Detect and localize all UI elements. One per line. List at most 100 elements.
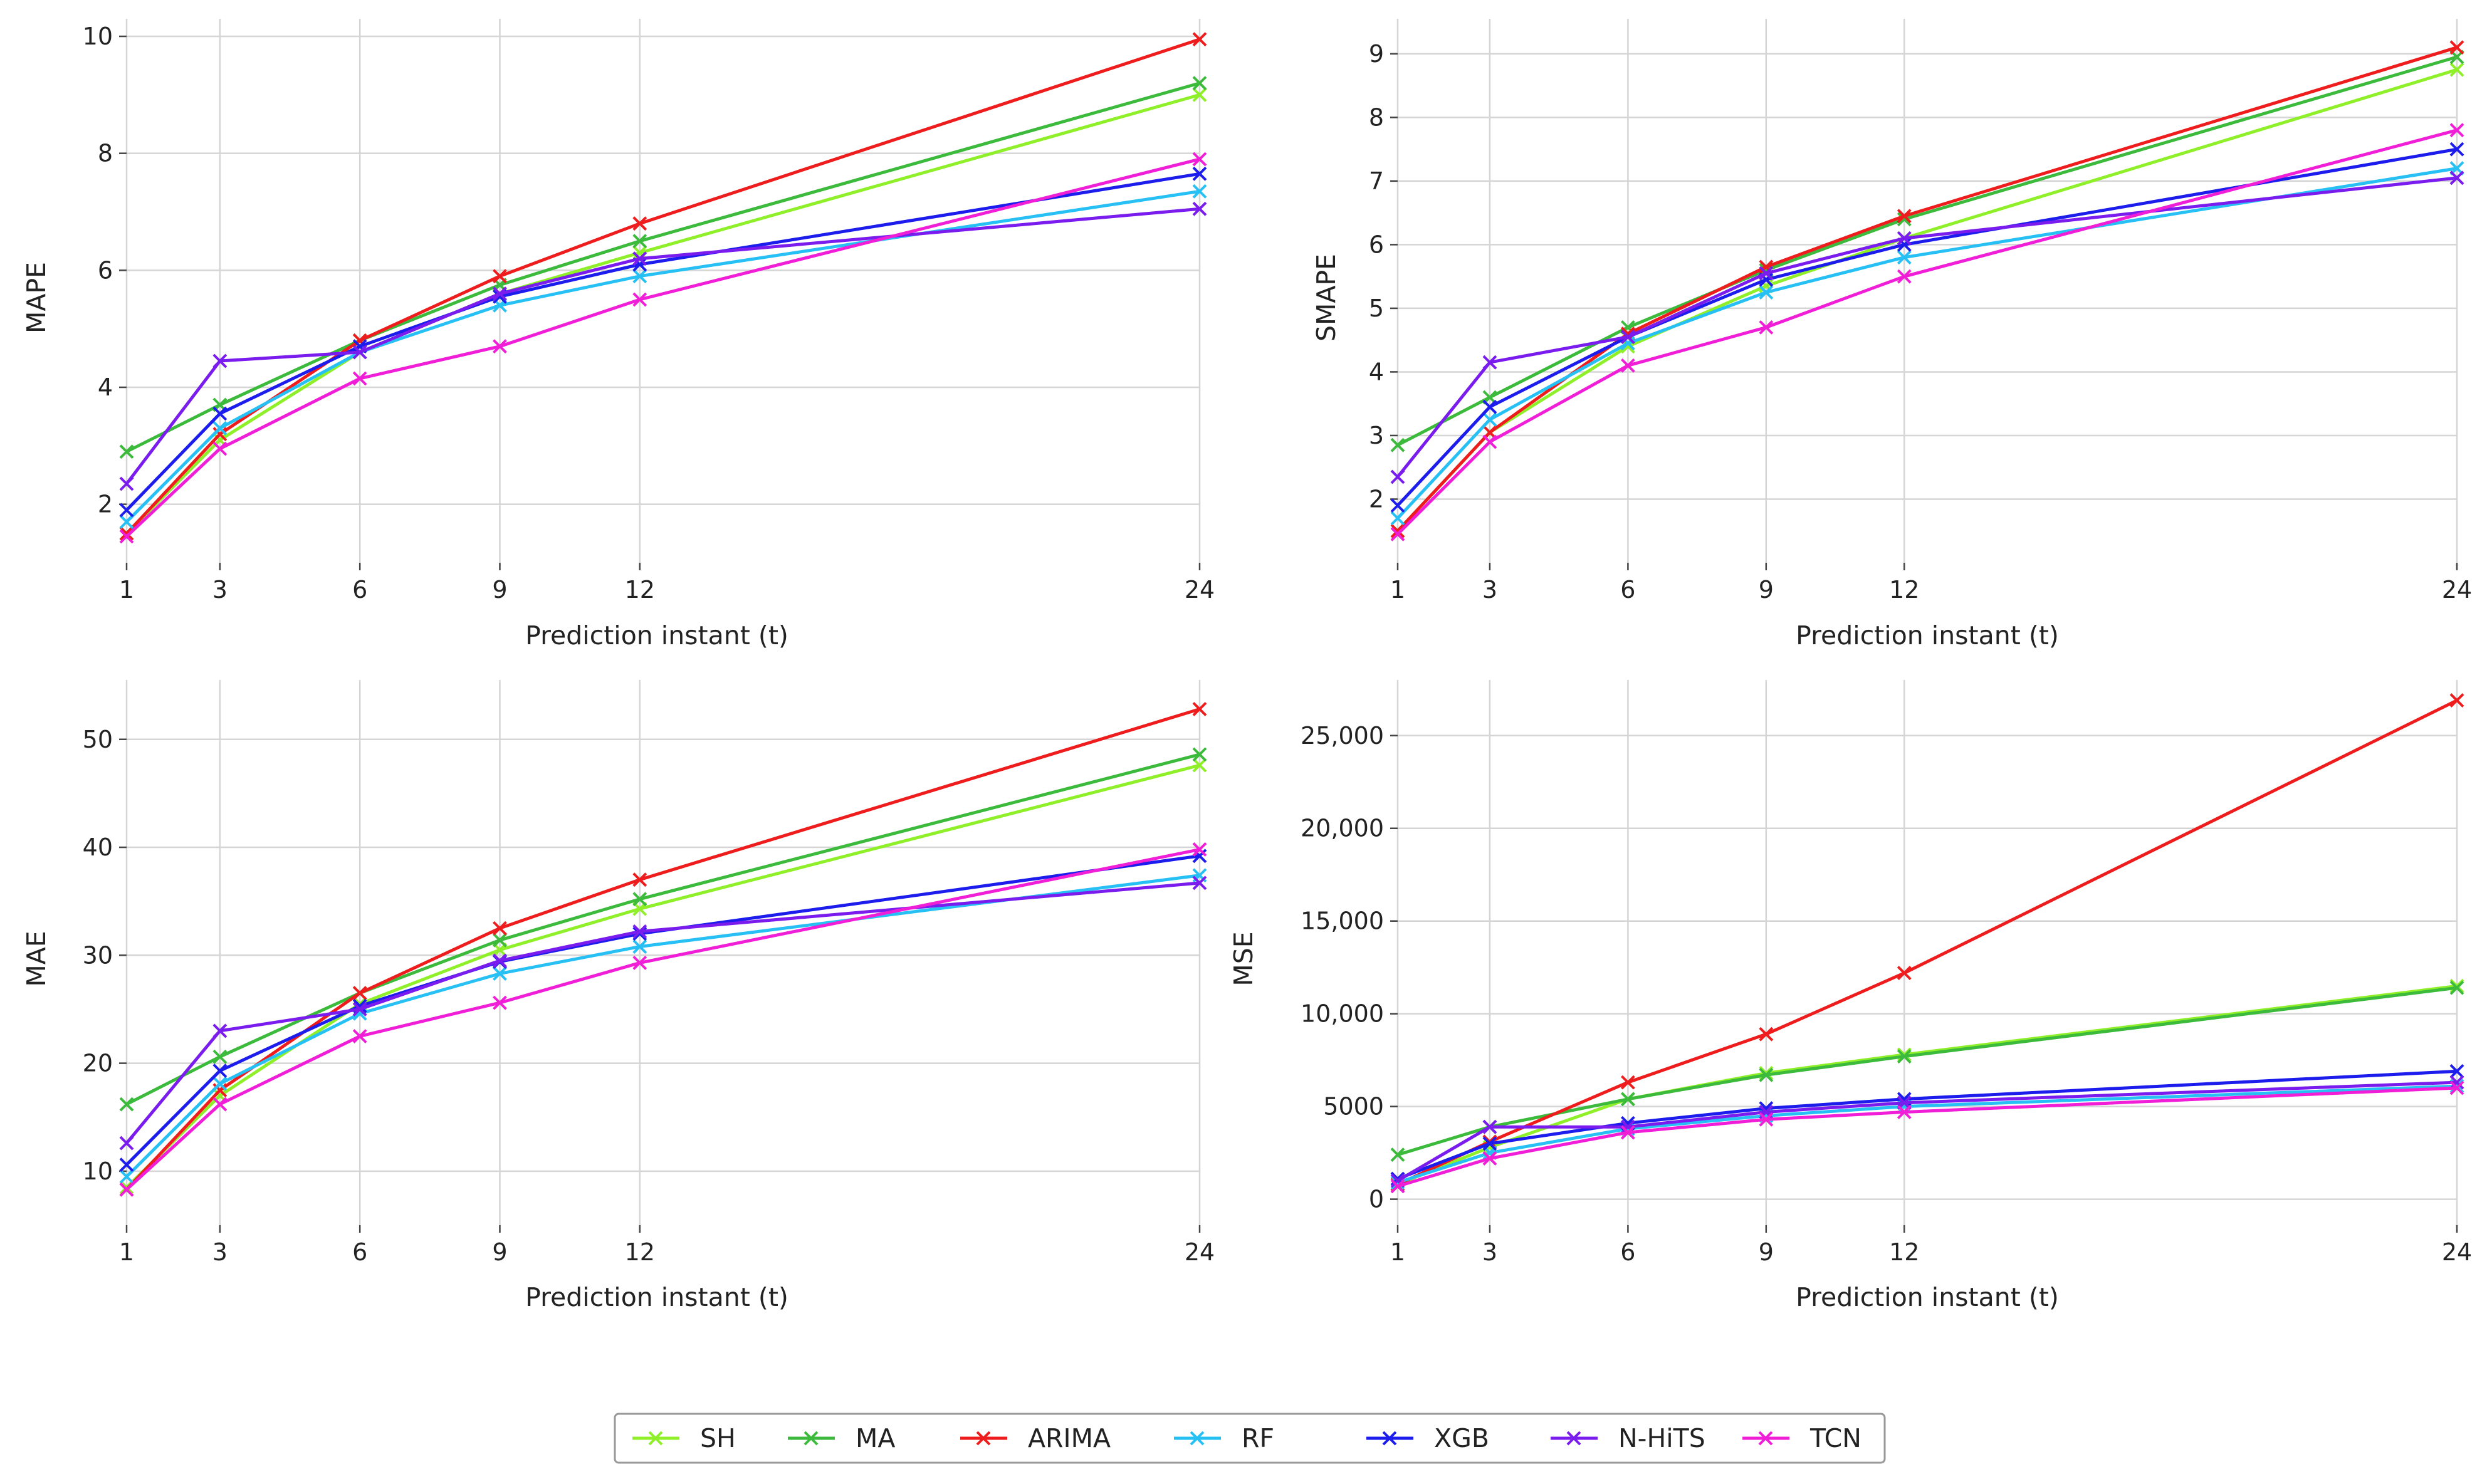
mape-point-rf-1 [119,515,134,530]
smape-point-rf-3 [1482,412,1497,427]
mape-xlabel: Prediction instant (t) [525,620,788,651]
mape-point-ma-1 [119,444,134,459]
mae-point-rf-12 [632,939,647,954]
legend: SH MA ARIMA RF XGB N-HiTS TCN [614,1413,1886,1464]
mape-line-n-hits [125,207,1200,485]
smape-xtick-3: 3 [1482,576,1497,604]
smape-ytick-6: 6 [1369,231,1384,258]
mse-ytick-0: 0 [1369,1186,1384,1213]
smape-point-arima-1 [1390,523,1405,538]
mape-xtick-1: 1 [119,576,134,604]
mse-point-sh-9 [1759,1065,1774,1080]
mse-point-tcn-6 [1620,1125,1635,1140]
mape-xtick-12: 12 [625,576,655,604]
mae-point-sh-24 [1192,758,1207,773]
mae-point-n-hits-12 [632,924,647,939]
mae-ytick-10: 10 [83,1157,113,1185]
legend-frame [614,1413,1886,1464]
mape-line-rf [125,189,1200,523]
smape-point-xgb-3 [1482,399,1497,414]
mse-point-tcn-1 [1390,1179,1405,1194]
mae-line-n-hits [125,881,1200,1144]
legend-marker-xgb [1382,1431,1397,1446]
smape-xtick-9: 9 [1759,576,1774,604]
mae-xlabel: Prediction instant (t) [525,1282,788,1312]
mape-series-arima [119,32,1207,541]
smape-series-rf [1390,161,2464,526]
smape-point-ma-1 [1390,437,1405,452]
mse-point-xgb-24 [2449,1063,2464,1079]
mae-point-rf-1 [119,1169,134,1184]
mae-point-arima-9 [493,921,507,936]
smape-ytick-5: 5 [1369,295,1384,322]
mae-ytick-20: 20 [83,1050,113,1077]
smape-point-tcn-1 [1390,526,1405,541]
mape-point-arima-9 [493,269,507,284]
mape-xtick-6: 6 [352,576,367,604]
legend-marker-rf [1190,1431,1205,1446]
mse-point-n-hits-3 [1482,1119,1497,1134]
mae-panel: MAE Prediction instant (t) 1 3 6 9 12 24 10 20 3… [21,680,1215,1312]
mae-line-sh [125,763,1200,1189]
mape-ylabel: MAPE [21,262,51,333]
legend-marker-ma [804,1431,819,1446]
mse-panel: MSE Prediction instant (t) 1 3 6 9 12 24 0 5000… [1228,680,2472,1312]
smape-point-tcn-24 [2449,123,2464,138]
mse-point-tcn-3 [1482,1151,1497,1166]
mae-ylabel: MAE [21,931,51,986]
mae-point-n-hits-1 [119,1136,134,1151]
mape-point-ma-12 [632,234,647,249]
mape-ytick-4: 4 [98,374,113,401]
mse-xtick-3: 3 [1482,1238,1497,1266]
mse-ytick-10000: 10,000 [1301,1000,1384,1028]
mse-ylabel: MSE [1228,931,1259,986]
mse-xtick-9: 9 [1759,1238,1774,1266]
mape-point-n-hits-12 [632,251,647,266]
mape-line-ma [125,81,1200,453]
legend-label-rf: RF [1242,1423,1274,1453]
mae-point-tcn-12 [632,955,647,970]
mae-point-xgb-3 [212,1063,228,1079]
mse-ytick-15000: 15,000 [1301,907,1384,935]
smape-point-n-hits-12 [1897,231,1912,246]
mape-point-n-hits-24 [1192,201,1207,216]
mae-point-ma-1 [119,1097,134,1112]
smape-point-tcn-9 [1759,320,1774,335]
mae-series-n-hits [119,875,1207,1151]
mape-point-xgb-3 [212,406,228,421]
mse-series-tcn [1390,1080,2464,1194]
smape-panel: SMAPE Prediction instant (t) 1 3 6 9 12 24 2 3 4… [1311,19,2472,651]
smape-point-n-hits-3 [1482,355,1497,370]
mape-series-n-hits [119,201,1207,491]
mae-xtick-9: 9 [492,1238,507,1266]
mse-point-arima-6 [1620,1075,1635,1090]
mae-point-xgb-1 [119,1157,134,1172]
smape-xtick-24: 24 [2442,576,2472,604]
smape-xtick-1: 1 [1390,576,1405,604]
mse-point-arima-24 [2449,693,2464,708]
mape-point-n-hits-1 [119,476,134,491]
mape-point-rf-24 [1192,184,1207,199]
mae-point-tcn-24 [1192,842,1207,857]
smape-line-n-hits [1396,176,2458,478]
mape-point-tcn-6 [352,371,367,386]
smape-point-arima-12 [1897,209,1912,224]
mae-point-arima-24 [1192,702,1207,716]
smape-point-tcn-6 [1620,358,1635,373]
smape-ytick-3: 3 [1369,422,1384,449]
smape-ytick-4: 4 [1369,358,1384,385]
mse-point-tcn-9 [1759,1112,1774,1127]
smape-point-n-hits-6 [1620,330,1635,345]
mape-point-tcn-9 [493,339,507,354]
smape-xtick-6: 6 [1620,576,1635,604]
smape-point-rf-1 [1390,511,1405,526]
mae-point-tcn-1 [119,1182,134,1197]
mae-ytick-40: 40 [83,833,113,861]
mae-point-n-hits-24 [1192,875,1207,891]
smape-line-rf [1396,167,2458,520]
mse-point-arima-12 [1897,966,1912,980]
mape-point-tcn-24 [1192,152,1207,167]
smape-ytick-7: 7 [1369,167,1384,195]
mse-point-ma-24 [2449,980,2464,995]
smape-point-rf-9 [1759,285,1774,300]
